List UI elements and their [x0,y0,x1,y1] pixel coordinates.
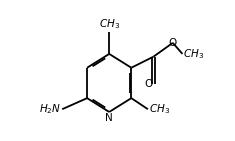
Text: $CH_3$: $CH_3$ [99,17,120,31]
Text: $H_2N$: $H_2N$ [39,102,61,116]
Text: O: O [145,79,153,89]
Text: $CH_3$: $CH_3$ [149,102,170,116]
Text: N: N [105,113,113,123]
Text: O: O [169,38,177,48]
Text: $CH_3$: $CH_3$ [183,47,204,61]
